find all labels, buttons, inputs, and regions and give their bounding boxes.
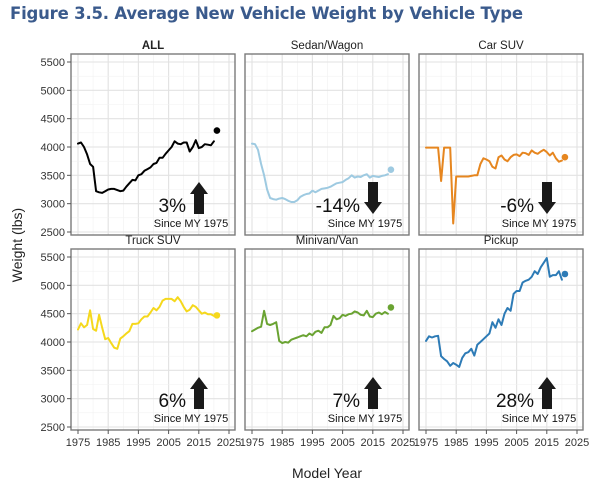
x-tick-label: 1995 [300,437,324,449]
x-tick-label: 2005 [504,437,528,449]
y-tick-label: 3000 [41,394,65,406]
x-tick-label: 2015 [361,437,385,449]
projected-point-pickup [561,270,569,278]
x-tick-label: 2015 [187,437,211,449]
y-tick-label: 5000 [41,280,65,292]
series-line-all [77,139,215,194]
panel-title-minivan-van: Minivan/Van [296,235,358,247]
x-tick-label: 1975 [240,437,264,449]
change-percent-label: -6% [500,196,534,217]
since-label: Since MY 1975 [502,218,576,230]
x-tick-label: 2005 [156,437,180,449]
y-tick-label: 3500 [41,170,65,182]
x-tick-label: 1995 [474,437,498,449]
y-tick-label: 2500 [41,227,65,239]
x-tick-label: 1985 [444,437,468,449]
change-percent-label: -14% [316,196,360,217]
panel-background [245,54,409,235]
y-tick-label: 4000 [41,337,65,349]
panel-border [244,53,410,236]
panel-border [244,248,410,431]
y-tick-label: 4500 [41,114,65,126]
y-tick-label: 4500 [41,309,65,321]
panel-background [71,249,235,430]
since-label: Since MY 1975 [502,413,576,425]
x-tick-label: 2005 [330,437,354,449]
x-tick-label: 2025 [391,437,415,449]
x-tick-label: 1985 [96,437,120,449]
y-tick-label: 5000 [41,85,65,97]
change-percent-label: 3% [159,196,187,217]
y-tick-label: 3000 [41,199,65,211]
panel-background [419,249,583,430]
projected-point-minivan-van [387,304,395,311]
change-percent-label: 7% [333,391,361,412]
x-tick-label: 2025 [565,437,589,449]
panel-background [245,249,409,430]
y-tick-label: 5500 [41,57,65,69]
arrow-down-icon [364,182,382,214]
panel-title-truck-suv: Truck SUV [125,235,180,247]
y-axis-title: Weight (lbs) [9,208,25,282]
series-line-pickup [425,257,563,368]
panel-border [70,248,236,431]
since-label: Since MY 1975 [154,413,228,425]
arrow-up-icon [190,377,208,409]
y-tick-label: 2500 [41,422,65,434]
projected-point-car-suv [561,153,569,161]
x-axis-title: Model Year [292,465,362,481]
projected-point-sedan-wagon [387,166,395,173]
x-tick-label: 2025 [217,437,241,449]
x-tick-label: 1975 [66,437,90,449]
arrow-up-icon [364,377,382,409]
series-line-minivan-van [251,309,389,345]
series-line-sedan-wagon [251,142,389,203]
projected-point-all [213,127,221,134]
series-line-truck-suv [77,296,215,350]
x-tick-label: 1995 [126,437,150,449]
y-tick-label: 5500 [41,252,65,264]
since-label: Since MY 1975 [154,218,228,230]
arrow-up-icon [538,377,556,409]
x-tick-label: 1985 [270,437,294,449]
panel-title-car-suv: Car SUV [478,40,524,52]
arrow-down-icon [538,182,556,214]
panel-title-sedan-wagon: Sedan/Wagon [291,40,363,52]
projected-point-truck-suv [213,312,221,319]
change-percent-label: 6% [159,391,187,412]
panel-border [418,248,584,431]
change-percent-label: 28% [496,391,534,412]
x-tick-label: 1975 [414,437,438,449]
y-tick-label: 4000 [41,142,65,154]
series-line-car-suv [425,146,563,225]
panel-background [419,54,583,235]
since-label: Since MY 1975 [328,413,402,425]
since-label: Since MY 1975 [328,218,402,230]
y-tick-label: 3500 [41,365,65,377]
x-tick-label: 2015 [535,437,559,449]
panel-border [418,53,584,236]
panel-title-pickup: Pickup [484,235,519,247]
arrow-up-icon [190,182,208,214]
figure-title: Figure 3.5. Average New Vehicle Weight b… [10,4,523,23]
panel-title-all: ALL [142,40,164,52]
panel-border [70,53,236,236]
